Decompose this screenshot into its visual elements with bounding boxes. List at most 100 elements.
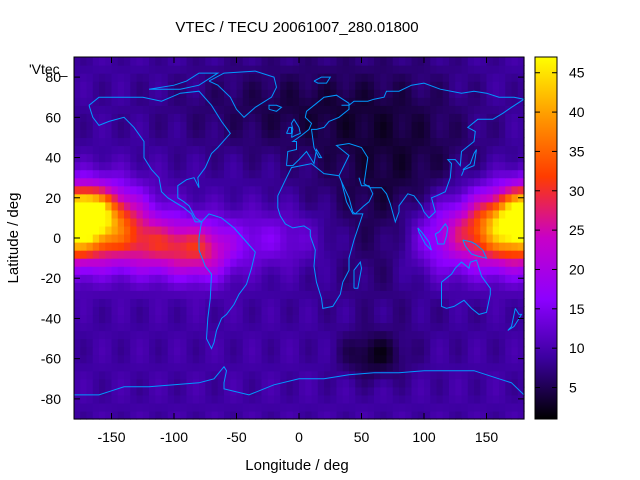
heatmap-cell bbox=[367, 354, 375, 364]
heatmap-cell bbox=[74, 89, 81, 98]
heatmap-cell bbox=[492, 266, 500, 275]
heatmap-cell bbox=[517, 306, 525, 316]
heatmap-cell bbox=[499, 282, 506, 291]
heatmap-cell bbox=[274, 338, 281, 348]
heatmap-cell bbox=[311, 362, 319, 372]
heatmap-cell bbox=[124, 169, 131, 179]
heatmap-cell bbox=[517, 225, 525, 235]
heatmap-cell bbox=[505, 73, 513, 82]
heatmap-cell bbox=[242, 298, 250, 307]
heatmap-cell bbox=[167, 362, 175, 372]
x-axis-label: Longitude / deg bbox=[245, 457, 348, 474]
heatmap-cell bbox=[305, 322, 313, 332]
heatmap-cell bbox=[324, 386, 331, 396]
heatmap-cell bbox=[286, 266, 294, 275]
heatmap-cell bbox=[167, 177, 175, 187]
heatmap-cell bbox=[511, 233, 519, 243]
heatmap-cell bbox=[111, 298, 119, 307]
heatmap-cell bbox=[374, 113, 381, 122]
heatmap-cell bbox=[330, 89, 338, 98]
heatmap-cell bbox=[342, 145, 350, 155]
heatmap-cell bbox=[480, 298, 488, 307]
heatmap-cell bbox=[299, 386, 306, 396]
heatmap-cell bbox=[174, 89, 181, 98]
heatmap-cell bbox=[211, 290, 219, 299]
heatmap-cell bbox=[305, 169, 313, 179]
heatmap-cell bbox=[124, 97, 131, 106]
heatmap-cell bbox=[305, 362, 313, 372]
heatmap-cell bbox=[424, 57, 431, 66]
heatmap-cell bbox=[349, 113, 356, 122]
heatmap-cell bbox=[380, 258, 388, 267]
heatmap-cell bbox=[80, 81, 88, 90]
heatmap-cell bbox=[261, 169, 269, 179]
heatmap-cell bbox=[274, 225, 281, 235]
heatmap-cell bbox=[474, 322, 481, 332]
heatmap-cell bbox=[417, 282, 425, 291]
heatmap-cell bbox=[186, 193, 194, 203]
heatmap-cell bbox=[99, 250, 106, 259]
heatmap-cell bbox=[217, 274, 225, 283]
heatmap-cell bbox=[236, 169, 244, 179]
heatmap-cell bbox=[117, 81, 125, 90]
heatmap-cell bbox=[174, 242, 181, 251]
heatmap-cell bbox=[499, 233, 506, 243]
heatmap-cell bbox=[192, 153, 200, 163]
heatmap-cell bbox=[149, 169, 156, 179]
heatmap-cell bbox=[330, 105, 338, 114]
heatmap-cell bbox=[342, 290, 350, 299]
heatmap-cell bbox=[449, 410, 456, 420]
heatmap-cell bbox=[92, 354, 100, 364]
heatmap-cell bbox=[380, 177, 388, 187]
heatmap-cell bbox=[186, 258, 194, 267]
heatmap-cell bbox=[267, 129, 275, 139]
heatmap-cell bbox=[149, 201, 156, 211]
heatmap-cell bbox=[486, 153, 494, 163]
heatmap-cell bbox=[199, 129, 206, 139]
heatmap-cell bbox=[442, 105, 450, 114]
heatmap-cell bbox=[499, 217, 506, 227]
heatmap-cell bbox=[480, 217, 488, 227]
heatmap-cell bbox=[486, 57, 494, 66]
heatmap-cell bbox=[105, 322, 113, 332]
heatmap-cell bbox=[330, 258, 338, 267]
heatmap-cell bbox=[461, 185, 469, 195]
heatmap-cell bbox=[292, 65, 300, 74]
heatmap-cell bbox=[174, 290, 181, 299]
heatmap-cell bbox=[361, 338, 369, 348]
heatmap-cell bbox=[299, 129, 306, 139]
heatmap-cell bbox=[242, 97, 250, 106]
heatmap-cell bbox=[299, 169, 306, 179]
heatmap-cell bbox=[461, 258, 469, 267]
heatmap-cell bbox=[355, 250, 363, 259]
heatmap-cell bbox=[330, 177, 338, 187]
heatmap-cell bbox=[292, 250, 300, 259]
heatmap-cell bbox=[149, 217, 156, 227]
heatmap-cell bbox=[217, 209, 225, 219]
heatmap-cell bbox=[367, 282, 375, 291]
heatmap-cell bbox=[224, 161, 231, 171]
heatmap-cell bbox=[424, 113, 431, 122]
heatmap-cell bbox=[342, 217, 350, 227]
heatmap-cell bbox=[255, 129, 263, 139]
heatmap-cell bbox=[449, 290, 456, 299]
heatmap-cell bbox=[361, 209, 369, 219]
heatmap-cell bbox=[417, 57, 425, 66]
heatmap-cell bbox=[399, 73, 406, 82]
heatmap-cell bbox=[74, 298, 81, 307]
heatmap-cell bbox=[130, 298, 138, 307]
heatmap-cell bbox=[299, 105, 306, 114]
heatmap-cell bbox=[224, 306, 231, 316]
heatmap-cell bbox=[74, 242, 81, 251]
heatmap-cell bbox=[124, 386, 131, 396]
heatmap-cell bbox=[311, 394, 319, 404]
heatmap-cell bbox=[442, 306, 450, 316]
heatmap-cell bbox=[242, 330, 250, 340]
heatmap-cell bbox=[442, 394, 450, 404]
heatmap-cell bbox=[124, 322, 131, 332]
heatmap-cell bbox=[142, 298, 150, 307]
heatmap-cell bbox=[167, 250, 175, 259]
coastline bbox=[462, 239, 488, 259]
heatmap-cell bbox=[349, 121, 356, 130]
heatmap-cell bbox=[399, 201, 406, 211]
